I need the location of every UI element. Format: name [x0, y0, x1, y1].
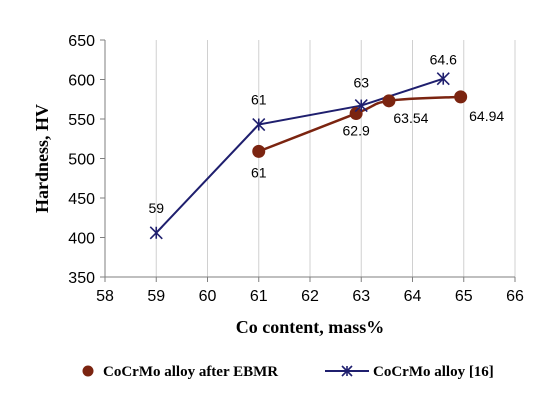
series-ref-point-0: [149, 226, 163, 240]
series-ref-point-2: [354, 99, 368, 113]
series-ref-point-3: [436, 72, 450, 86]
y-axis-title: Hardness, HV: [32, 104, 52, 213]
legend-label-ebmr: CoCrMo alloy after EBMR: [103, 364, 278, 380]
y-tick-label-650: 650: [68, 33, 95, 50]
series-ebmr-label-1: 62.9: [343, 122, 370, 138]
y-tick-label-600: 600: [68, 73, 95, 90]
series-ebmr-point-1: [349, 106, 363, 120]
legend-item-ebmr: CoCrMo alloy after EBMR: [82, 364, 278, 380]
y-tick-label-350: 350: [68, 270, 95, 287]
labels-layer: 61 62.9 63.54 64.94 59 61 63 64.6: [148, 52, 504, 216]
y-tick-label-550: 550: [68, 112, 95, 129]
y-tick-label-400: 400: [68, 231, 95, 248]
legend-marker-ebmr: [82, 365, 94, 377]
series-ebmr-point-0: [252, 144, 266, 158]
series-ref-label-2: 63: [353, 75, 369, 91]
series-ref-line: [155, 77, 444, 234]
y-tick-label-500: 500: [68, 152, 95, 169]
series-ebmr-line: [258, 95, 461, 153]
legend-item-ref: CoCrMo alloy [16]: [325, 364, 494, 380]
axes-layer: 350 400 450 500 550 600 650 58 59 60 61 62 63 64 65 66: [68, 33, 524, 305]
series-ebmr-point-2: [382, 94, 396, 108]
x-tick-label-66: 66: [506, 288, 524, 305]
series-ref-label-1: 61: [251, 92, 267, 108]
x-tick-label-62: 62: [301, 288, 319, 305]
x-tick-label-61: 61: [250, 288, 268, 305]
grid-layer: [155, 40, 516, 277]
x-tick-label-59: 59: [147, 288, 165, 305]
x-tick-label-64: 64: [404, 288, 422, 305]
series-ref-label-3: 64.6: [430, 52, 457, 68]
x-tick-label-60: 60: [199, 288, 217, 305]
series-ebmr-point-3: [454, 90, 468, 104]
series-ref-label-0: 59: [148, 200, 164, 216]
legend-label-ref: CoCrMo alloy [16]: [373, 364, 494, 380]
legend-marker-ref: [341, 365, 353, 377]
series-ref-point-1: [252, 117, 266, 132]
series-ebmr-label-0: 61: [251, 164, 267, 180]
series-layer: [149, 72, 468, 240]
x-tick-label-58: 58: [96, 288, 114, 305]
x-tick-label-63: 63: [352, 288, 370, 305]
x-axis-title: Co content, mass%: [236, 317, 385, 337]
series-ebmr-label-2: 63.54: [393, 110, 428, 126]
legend: CoCrMo alloy after EBMR CoCrMo alloy [16…: [82, 364, 494, 380]
series-ebmr-label-3: 64.94: [469, 108, 504, 124]
y-tick-label-450: 450: [68, 191, 95, 208]
x-tick-label-65: 65: [455, 288, 473, 305]
